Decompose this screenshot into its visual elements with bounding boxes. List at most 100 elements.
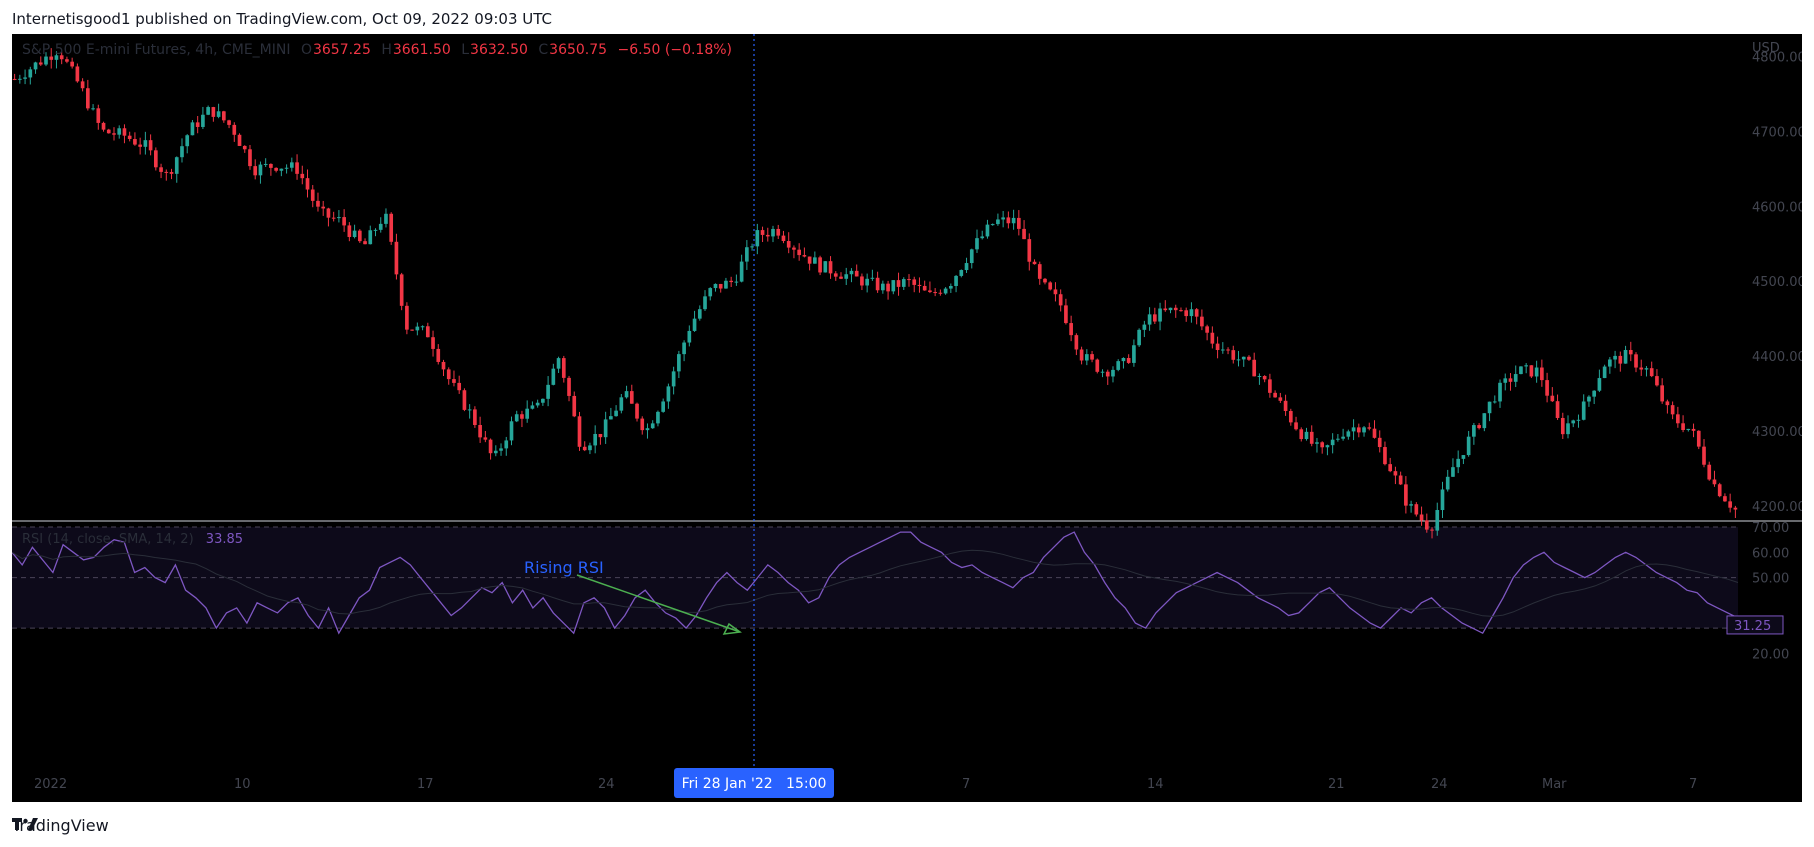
candle-body bbox=[274, 167, 278, 171]
candle-body bbox=[1524, 365, 1529, 367]
candle-body bbox=[1215, 343, 1220, 351]
candle-body bbox=[535, 402, 540, 406]
candle-body bbox=[901, 279, 906, 287]
candle-body bbox=[117, 128, 122, 135]
candle-body bbox=[1147, 314, 1152, 325]
candle-body bbox=[745, 247, 749, 262]
candle-body bbox=[1628, 349, 1633, 355]
candle-body bbox=[38, 62, 43, 65]
candle-body bbox=[541, 398, 545, 403]
candle-body bbox=[352, 230, 357, 237]
candle-body bbox=[86, 88, 90, 109]
chart-canvas[interactable]: USD 4800.00 4700.00 4600.00 4500.00 4400.00 43… bbox=[12, 34, 1802, 802]
candle-body bbox=[441, 361, 446, 370]
candle-body bbox=[598, 433, 603, 438]
candle-body bbox=[410, 329, 414, 331]
candle-body bbox=[1477, 425, 1481, 429]
candle-body bbox=[201, 114, 205, 127]
candle-body bbox=[279, 168, 284, 171]
candle-body bbox=[1336, 438, 1340, 440]
candle-body bbox=[1414, 504, 1419, 515]
candle-body bbox=[1090, 354, 1094, 360]
candle-body bbox=[1435, 510, 1440, 531]
candle-body bbox=[609, 416, 613, 420]
open-key: O bbox=[300, 42, 312, 58]
candle-body bbox=[1022, 228, 1026, 240]
candle-body bbox=[1466, 436, 1471, 456]
candle-body bbox=[813, 257, 817, 264]
candle-body bbox=[724, 280, 728, 289]
candle-body bbox=[1294, 422, 1298, 430]
candle-body bbox=[1226, 349, 1230, 351]
candle-body bbox=[917, 284, 922, 286]
candle-body bbox=[112, 133, 116, 135]
candle-body bbox=[943, 288, 948, 294]
candle-body bbox=[713, 283, 718, 289]
candle-body bbox=[922, 285, 927, 291]
candle-body bbox=[49, 56, 54, 60]
candle-body bbox=[1717, 484, 1722, 497]
candle-body bbox=[671, 371, 676, 387]
candle-body bbox=[577, 416, 582, 447]
candle-body bbox=[28, 69, 33, 78]
candle-body bbox=[1252, 359, 1257, 377]
candle-body bbox=[436, 348, 441, 362]
candle-body bbox=[1676, 414, 1680, 424]
candle-body bbox=[1383, 447, 1387, 465]
candle-body bbox=[1602, 366, 1607, 379]
candle-body bbox=[227, 120, 231, 125]
candle-body bbox=[703, 296, 707, 310]
x-axis-label: 10 bbox=[234, 777, 251, 792]
candle-body bbox=[483, 437, 488, 440]
candle-body bbox=[692, 318, 697, 331]
candle-body bbox=[1220, 349, 1225, 351]
candle-body bbox=[1702, 446, 1706, 465]
candle-body bbox=[1053, 289, 1058, 295]
candle-body bbox=[1712, 479, 1717, 485]
candle-body bbox=[269, 163, 273, 168]
candle-body bbox=[1644, 368, 1649, 370]
candle-body bbox=[776, 228, 781, 236]
symbol-label[interactable]: S&P 500 E-mini Futures, 4h, CME_MINI bbox=[22, 42, 291, 58]
candle-body bbox=[1168, 307, 1173, 311]
candle-body bbox=[765, 234, 770, 237]
rsi-tick-label: 70.00 bbox=[1752, 521, 1789, 536]
currency-label: USD bbox=[1752, 41, 1780, 56]
candle-body bbox=[1132, 345, 1136, 363]
candle-body bbox=[1733, 507, 1738, 510]
candle-body bbox=[248, 149, 252, 167]
candle-body bbox=[1027, 239, 1032, 262]
candle-body bbox=[232, 124, 237, 135]
candle-body bbox=[1498, 382, 1502, 402]
candle-body bbox=[154, 150, 158, 168]
candle-body bbox=[394, 241, 399, 275]
candle-body bbox=[1100, 371, 1105, 373]
candle-body bbox=[969, 249, 974, 264]
candle-body bbox=[1696, 430, 1701, 447]
candle-body bbox=[190, 122, 195, 136]
candle-body bbox=[1686, 428, 1691, 431]
candle-body bbox=[405, 305, 409, 330]
candle-body bbox=[833, 273, 838, 277]
published-header: Internetisgood1 published on TradingView… bbox=[12, 10, 553, 28]
candle-body bbox=[1105, 371, 1110, 377]
candle-body bbox=[514, 414, 519, 422]
candle-body bbox=[525, 408, 530, 419]
candle-body bbox=[457, 382, 462, 391]
price-tick-label: 4400.00 bbox=[1752, 350, 1802, 365]
candle-body bbox=[1540, 367, 1544, 381]
rsi-legend-label[interactable]: RSI (14, close, SMA, 14, 2) bbox=[22, 532, 194, 547]
candle-body bbox=[180, 146, 184, 158]
candle-body bbox=[677, 354, 681, 372]
candle-body bbox=[818, 257, 822, 273]
candle-body bbox=[938, 292, 943, 294]
rsi-legend-value: 33.85 bbox=[205, 532, 244, 547]
candle-body bbox=[1597, 378, 1602, 391]
candle-body bbox=[546, 384, 550, 399]
candle-body bbox=[1095, 359, 1100, 372]
candle-body bbox=[415, 326, 420, 331]
tradingview-logo-icon[interactable] bbox=[12, 816, 38, 832]
candle-body bbox=[1571, 420, 1576, 424]
candle-body bbox=[337, 217, 341, 219]
